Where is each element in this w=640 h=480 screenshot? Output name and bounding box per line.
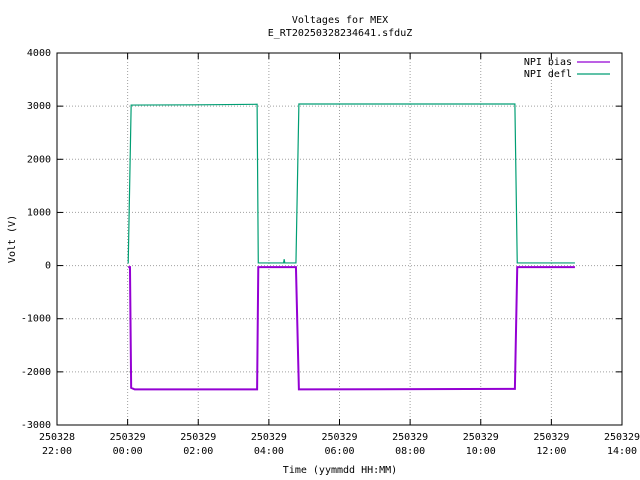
x-axis-label: Time (yymmdd HH:MM)	[283, 465, 397, 476]
chart-title: Voltages for MEX	[292, 15, 388, 26]
y-tick-label: 4000	[27, 48, 51, 59]
x-tick-label: 250329 10:00	[462, 432, 499, 457]
series-line	[127, 103, 575, 264]
x-tick-label: 250329 06:00	[321, 432, 358, 457]
y-tick-label: 3000	[27, 101, 51, 112]
y-tick-label: 1000	[27, 207, 51, 218]
y-axis-label: Volt (V)	[7, 215, 18, 263]
y-tick-label: -3000	[21, 420, 51, 431]
x-tick-label: 250328 22:00	[38, 432, 76, 457]
y-tick-label: -2000	[21, 367, 51, 378]
chart-subtitle: E_RT20250328234641.sfduZ	[268, 28, 413, 39]
x-tick-label: 250329 00:00	[109, 432, 146, 457]
legend-label: NPI defl	[524, 69, 572, 80]
y-tick-label: 2000	[27, 154, 51, 165]
series-line	[128, 266, 575, 391]
x-tick-label: 250329 14:00	[603, 432, 640, 457]
plot-border	[56, 52, 623, 426]
x-tick-label: 250329 08:00	[392, 432, 429, 457]
x-tick-label: 250329 12:00	[533, 432, 570, 457]
y-tick-label: -1000	[21, 314, 51, 325]
legend-label: NPI bias	[524, 57, 572, 68]
x-tick-label: 250329 02:00	[180, 432, 217, 457]
x-tick-label: 250329 04:00	[250, 432, 287, 457]
y-tick-label: 0	[45, 261, 51, 272]
